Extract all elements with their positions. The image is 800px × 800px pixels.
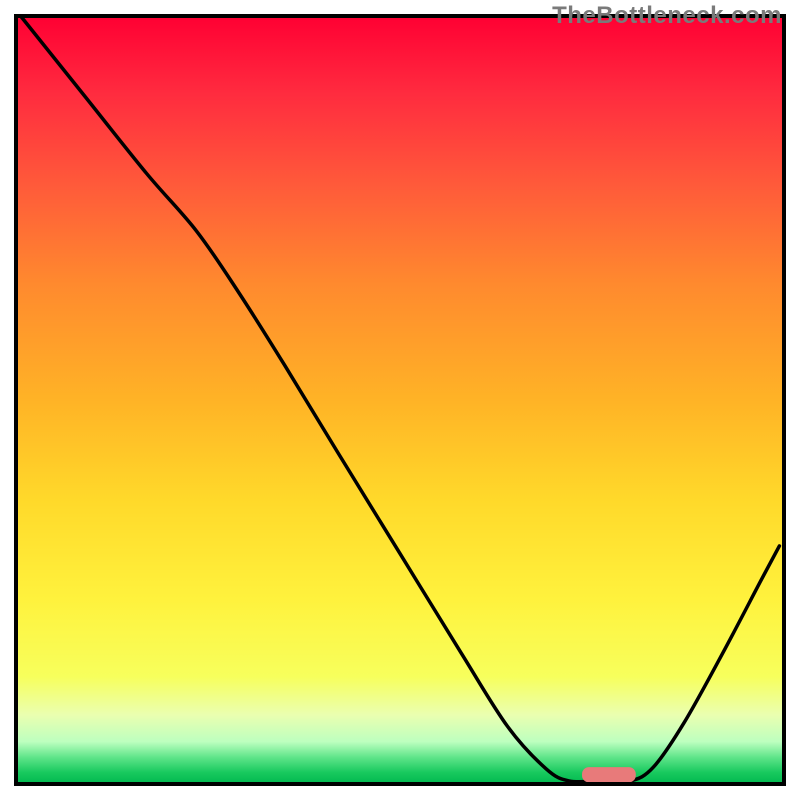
bottleneck-chart xyxy=(0,0,800,800)
chart-container: TheBottleneck.com xyxy=(0,0,800,800)
plot-background xyxy=(16,16,784,784)
optimal-marker xyxy=(582,767,636,782)
